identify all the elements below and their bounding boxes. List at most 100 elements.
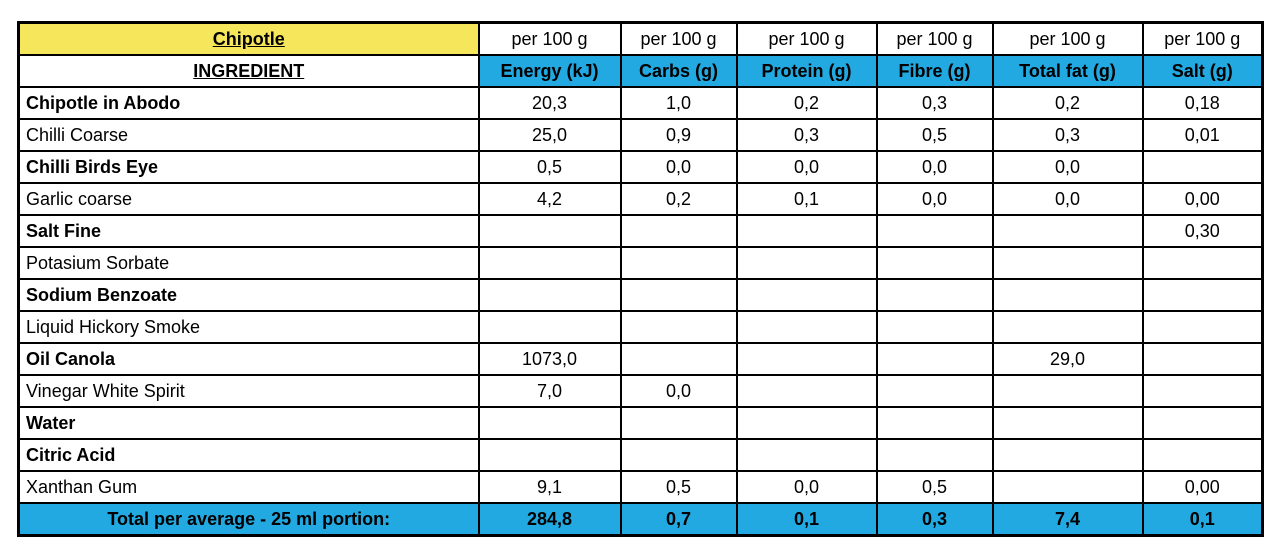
total-value-cell-3: 0,3 <box>875 502 994 537</box>
ingredient-name-cell: Salt Fine <box>17 214 480 248</box>
ingredient-row-4: Salt Fine 0,30 <box>17 214 1264 248</box>
value-cell-r5-c1 <box>619 246 738 280</box>
value-cell-r11-c3 <box>875 438 994 472</box>
per-unit-label-1: per 100 g <box>619 21 738 56</box>
per-unit-label-3: per 100 g <box>875 21 994 56</box>
value-cell-r4-c2 <box>735 214 878 248</box>
value-cell-r4-c0 <box>477 214 622 248</box>
value-cell-r0-c1: 1,0 <box>619 86 738 120</box>
value-cell-r11-c2 <box>735 438 878 472</box>
value-cell-r3-c0: 4,2 <box>477 182 622 216</box>
value-cell-r7-c2 <box>735 310 878 344</box>
value-cell-r2-c0: 0,5 <box>477 150 622 184</box>
value-cell-r1-c4: 0,3 <box>991 118 1144 152</box>
value-cell-r1-c3: 0,5 <box>875 118 994 152</box>
value-cell-r12-c4 <box>991 470 1144 504</box>
column-header-row: INGREDIENT Energy (kJ) Carbs (g) Protein (… <box>17 54 1264 88</box>
ingredient-name-cell: Water <box>17 406 480 440</box>
value-cell-r9-c5 <box>1141 374 1264 408</box>
value-cell-r0-c2: 0,2 <box>735 86 878 120</box>
value-cell-r8-c1 <box>619 342 738 376</box>
value-cell-r0-c5: 0,18 <box>1141 86 1264 120</box>
value-cell-r9-c1: 0,0 <box>619 374 738 408</box>
value-cell-r6-c3 <box>875 278 994 312</box>
value-cell-r3-c4: 0,0 <box>991 182 1144 216</box>
ingredient-name-cell: Vinegar White Spirit <box>17 374 480 408</box>
total-row: Total per average - 25 ml portion: 284,8… <box>17 502 1264 537</box>
value-cell-r4-c1 <box>619 214 738 248</box>
ingredient-name-cell: Sodium Benzoate <box>17 278 480 312</box>
value-cell-r3-c2: 0,1 <box>735 182 878 216</box>
value-cell-r8-c0: 1073,0 <box>477 342 622 376</box>
total-value-cell-0: 284,8 <box>477 502 622 537</box>
value-cell-r3-c5: 0,00 <box>1141 182 1264 216</box>
value-cell-r12-c1: 0,5 <box>619 470 738 504</box>
value-cell-r7-c3 <box>875 310 994 344</box>
value-cell-r2-c5 <box>1141 150 1264 184</box>
column-header-4: Total fat (g) <box>991 54 1144 88</box>
value-cell-r4-c4 <box>991 214 1144 248</box>
value-cell-r8-c4: 29,0 <box>991 342 1144 376</box>
value-cell-r11-c4 <box>991 438 1144 472</box>
total-value-cell-4: 7,4 <box>991 502 1144 537</box>
value-cell-r10-c0 <box>477 406 622 440</box>
ingredient-name-cell: Chilli Coarse <box>17 118 480 152</box>
value-cell-r8-c3 <box>875 342 994 376</box>
value-cell-r4-c3 <box>875 214 994 248</box>
value-cell-r12-c3: 0,5 <box>875 470 994 504</box>
value-cell-r11-c1 <box>619 438 738 472</box>
value-cell-r7-c0 <box>477 310 622 344</box>
value-cell-r10-c5 <box>1141 406 1264 440</box>
value-cell-r9-c4 <box>991 374 1144 408</box>
ingredient-name-cell: Oil Canola <box>17 342 480 376</box>
value-cell-r8-c5 <box>1141 342 1264 376</box>
value-cell-r12-c5: 0,00 <box>1141 470 1264 504</box>
ingredient-row-12: Xanthan Gum 9,1 0,5 0,0 0,5 0,00 <box>17 470 1264 504</box>
ingredient-row-6: Sodium Benzoate <box>17 278 1264 312</box>
value-cell-r7-c4 <box>991 310 1144 344</box>
column-header-1: Carbs (g) <box>619 54 738 88</box>
value-cell-r2-c3: 0,0 <box>875 150 994 184</box>
ingredient-name-cell: Chipotle in Abodo <box>17 86 480 120</box>
value-cell-r6-c1 <box>619 278 738 312</box>
ingredient-header-cell: INGREDIENT <box>17 54 480 88</box>
value-cell-r0-c0: 20,3 <box>477 86 622 120</box>
value-cell-r0-c3: 0,3 <box>875 86 994 120</box>
value-cell-r12-c0: 9,1 <box>477 470 622 504</box>
total-value-cell-5: 0,1 <box>1141 502 1264 537</box>
ingredient-row-7: Liquid Hickory Smoke <box>17 310 1264 344</box>
ingredient-name-cell: Liquid Hickory Smoke <box>17 310 480 344</box>
value-cell-r9-c0: 7,0 <box>477 374 622 408</box>
column-header-3: Fibre (g) <box>875 54 994 88</box>
value-cell-r2-c2: 0,0 <box>735 150 878 184</box>
ingredient-row-0: Chipotle in Abodo 20,3 1,0 0,2 0,3 0,2 0,18 <box>17 86 1264 120</box>
value-cell-r5-c2 <box>735 246 878 280</box>
value-cell-r1-c2: 0,3 <box>735 118 878 152</box>
value-cell-r12-c2: 0,0 <box>735 470 878 504</box>
value-cell-r5-c4 <box>991 246 1144 280</box>
ingredient-row-2: Chilli Birds Eye 0,5 0,0 0,0 0,0 0,0 <box>17 150 1264 184</box>
value-cell-r8-c2 <box>735 342 878 376</box>
value-cell-r1-c5: 0,01 <box>1141 118 1264 152</box>
total-value-cell-2: 0,1 <box>735 502 878 537</box>
ingredient-name-cell: Garlic coarse <box>17 182 480 216</box>
ingredient-row-5: Potasium Sorbate <box>17 246 1264 280</box>
value-cell-r9-c2 <box>735 374 878 408</box>
value-cell-r7-c5 <box>1141 310 1264 344</box>
per-unit-header-row: Chipotle per 100 g per 100 g per 100 g per … <box>17 21 1264 56</box>
column-header-2: Protein (g) <box>735 54 878 88</box>
column-header-0: Energy (kJ) <box>477 54 622 88</box>
value-cell-r6-c5 <box>1141 278 1264 312</box>
value-cell-r11-c0 <box>477 438 622 472</box>
ingredient-name-cell: Potasium Sorbate <box>17 246 480 280</box>
column-header-5: Salt (g) <box>1141 54 1264 88</box>
value-cell-r7-c1 <box>619 310 738 344</box>
value-cell-r3-c1: 0,2 <box>619 182 738 216</box>
ingredient-name-cell: Citric Acid <box>17 438 480 472</box>
value-cell-r9-c3 <box>875 374 994 408</box>
value-cell-r3-c3: 0,0 <box>875 182 994 216</box>
value-cell-r1-c0: 25,0 <box>477 118 622 152</box>
value-cell-r10-c1 <box>619 406 738 440</box>
per-unit-label-4: per 100 g <box>991 21 1144 56</box>
